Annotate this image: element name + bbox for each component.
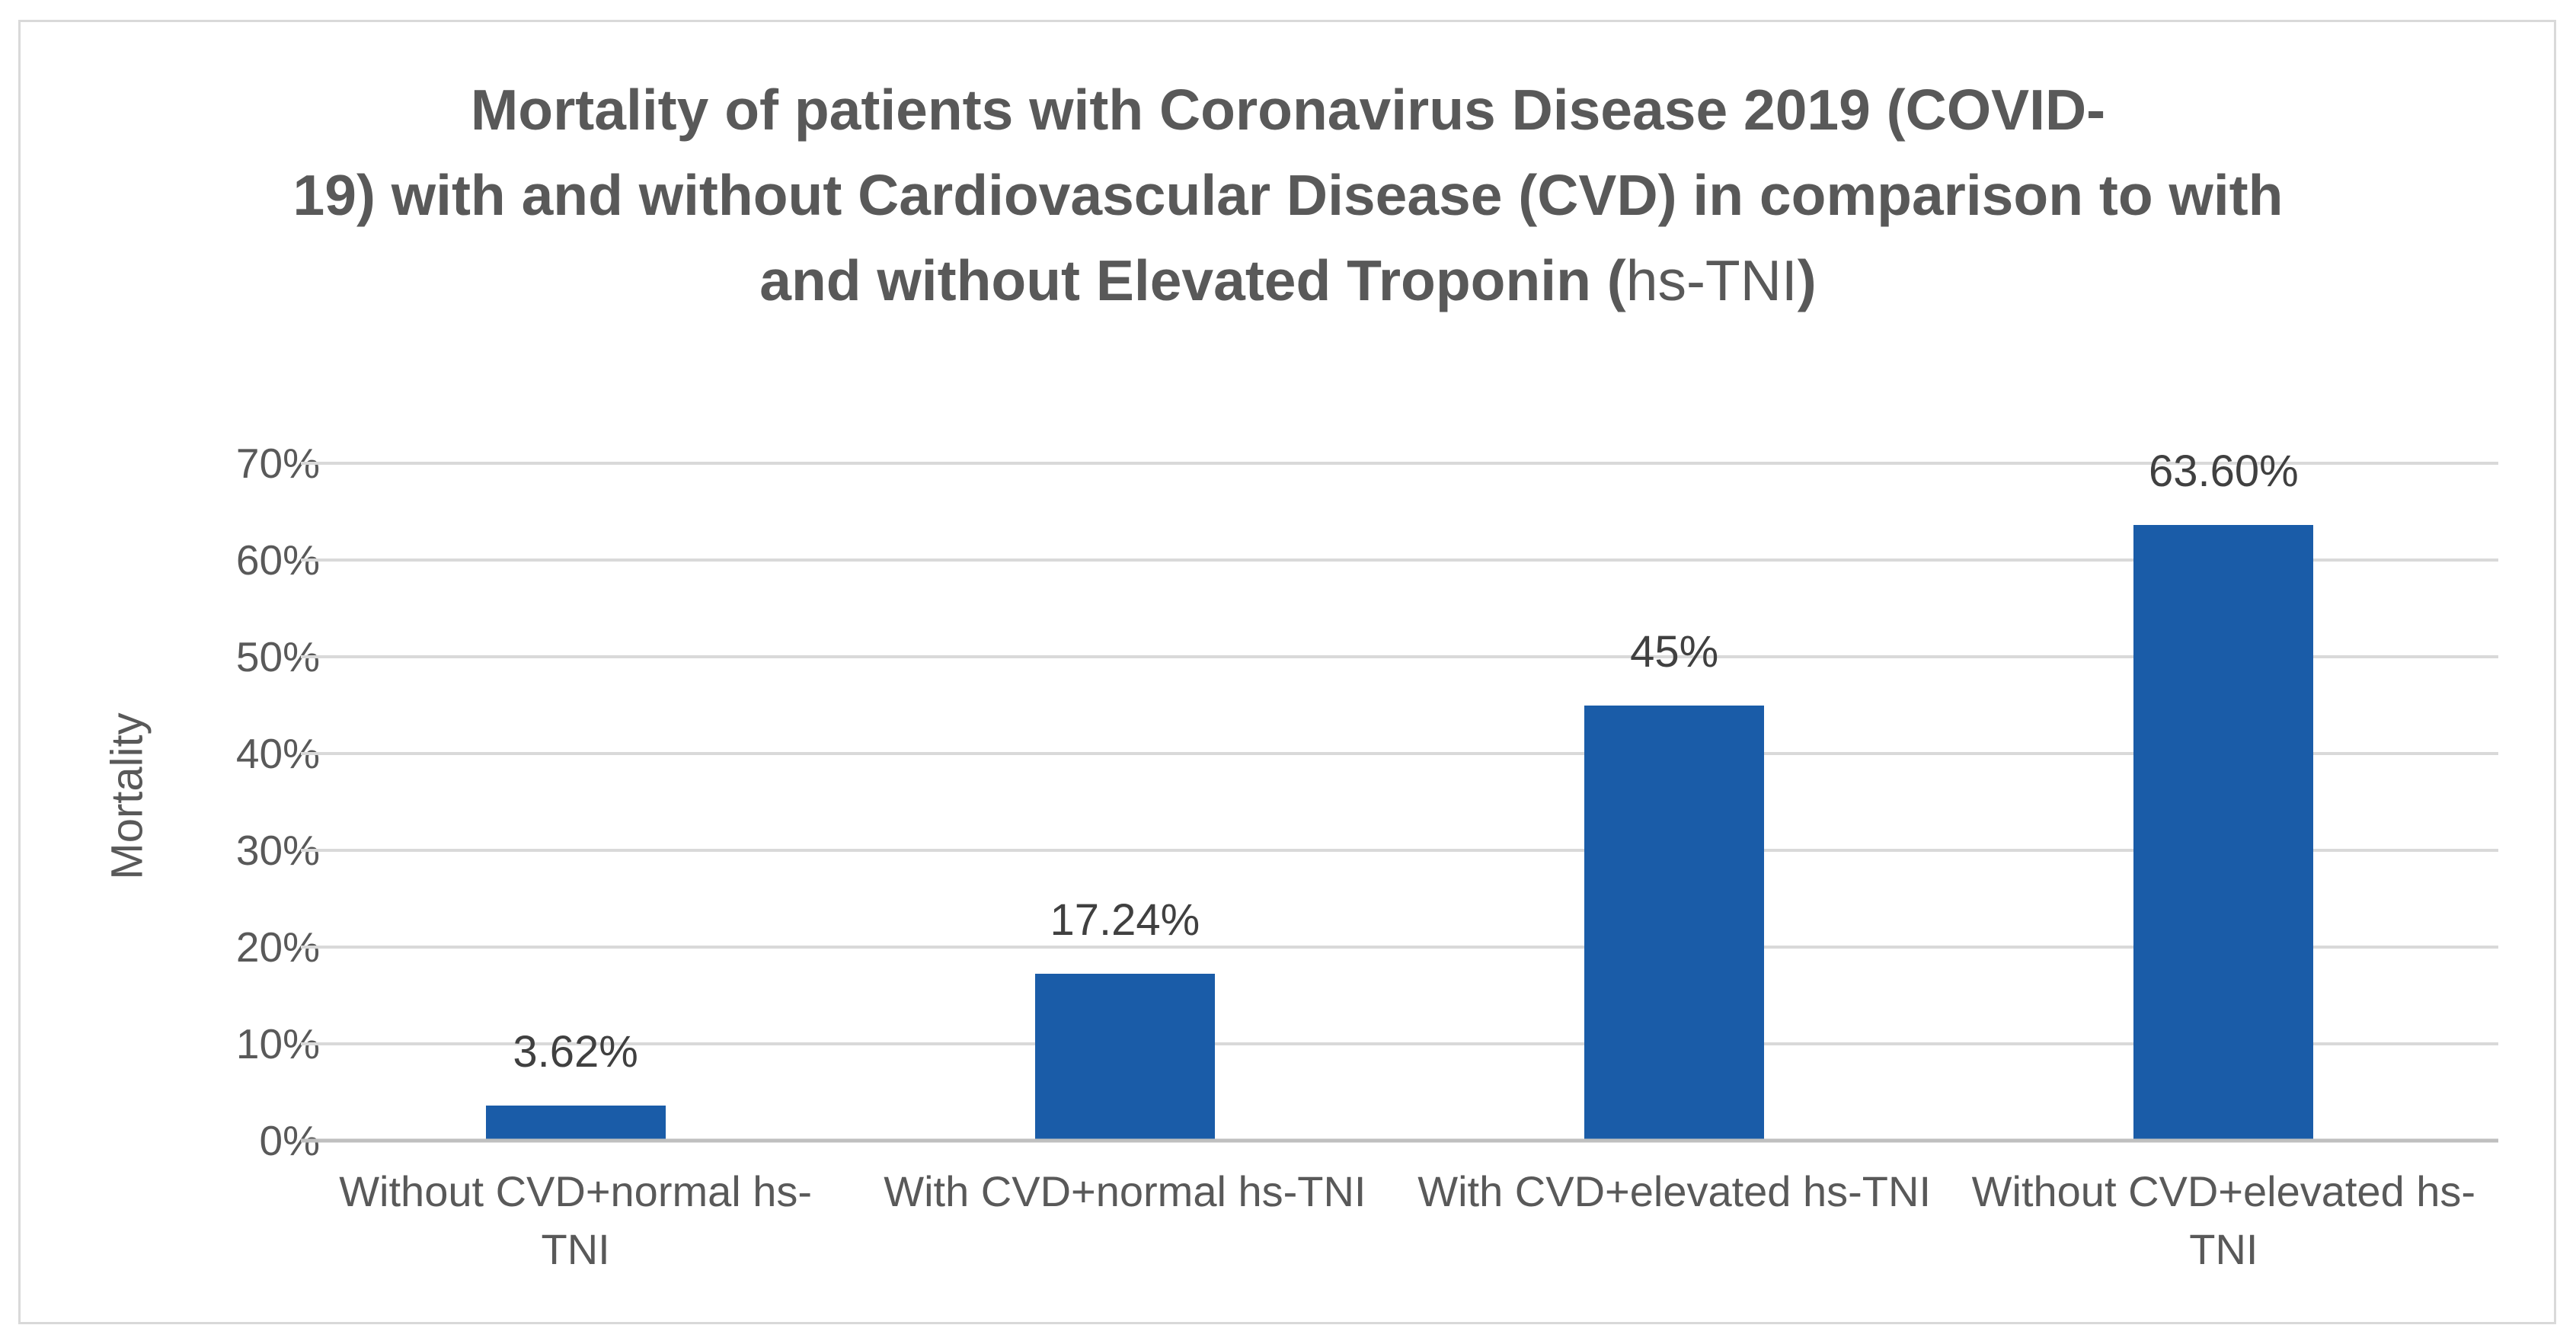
bar-value-label-17.24%: 17.24%	[1050, 895, 1200, 946]
x-axis-category-label: With CVD+normal hs-TNI	[850, 1163, 1399, 1221]
chart-title: Mortality of patients with Coronavirus D…	[0, 67, 2576, 323]
y-axis-title: Mortality	[102, 712, 152, 880]
x-axis-line	[301, 1138, 2498, 1143]
x-axis-category-label-line: With CVD+normal hs-TNI	[884, 1167, 1366, 1215]
gridline-10%	[301, 1042, 2498, 1045]
bar-With CVD+elevated hs-TNI	[1584, 705, 1765, 1141]
bar-Without CVD+normal hs-TNI	[485, 1106, 666, 1141]
chart-title-line-3-bold-suffix: )	[1797, 248, 1817, 312]
bar-With CVD+normal hs-TNI	[1034, 974, 1215, 1141]
chart-title-line-2: 19) with and without Cardiovascular Dise…	[292, 163, 2284, 227]
x-axis-category-label-line: TNI	[541, 1225, 610, 1273]
bar-value-label-3.62%: 3.62%	[513, 1027, 638, 1077]
bar-Without CVD+elevated hs-TNI	[2133, 525, 2314, 1141]
x-axis-category-label: With CVD+elevated hs-TNI	[1400, 1163, 1949, 1221]
chart-title-line-3-light-text: hs-TNI	[1625, 248, 1798, 312]
x-axis-category-label: Without CVD+normal hs- TNI	[301, 1163, 850, 1279]
gridline-50%	[301, 655, 2498, 658]
x-axis-category-label-line: With CVD+elevated hs-TNI	[1417, 1167, 1932, 1215]
chart-title-line-3-bold-prefix: and without Elevated Troponin (	[759, 248, 1626, 312]
x-axis-category-label-line: Without CVD+normal hs-	[339, 1167, 813, 1215]
gridline-40%	[301, 752, 2498, 755]
gridline-60%	[301, 558, 2498, 562]
gridline-20%	[301, 946, 2498, 949]
x-axis-category-label-line: TNI	[2189, 1225, 2258, 1273]
chart-border-frame	[18, 20, 2556, 1324]
bar-value-label-63.60%: 63.60%	[2149, 446, 2299, 497]
chart-title-line-3: and without Elevated Troponin (hs-TNI)	[0, 238, 2576, 323]
chart-title-line-1: Mortality of patients with Coronavirus D…	[470, 78, 2106, 142]
bar-value-label-45%: 45%	[1630, 626, 1719, 677]
gridline-70%	[301, 462, 2498, 465]
x-axis-category-label-line: Without CVD+elevated hs-	[1971, 1167, 2476, 1215]
x-axis-category-label: Without CVD+elevated hs- TNI	[1949, 1163, 2498, 1279]
gridline-30%	[301, 849, 2498, 852]
